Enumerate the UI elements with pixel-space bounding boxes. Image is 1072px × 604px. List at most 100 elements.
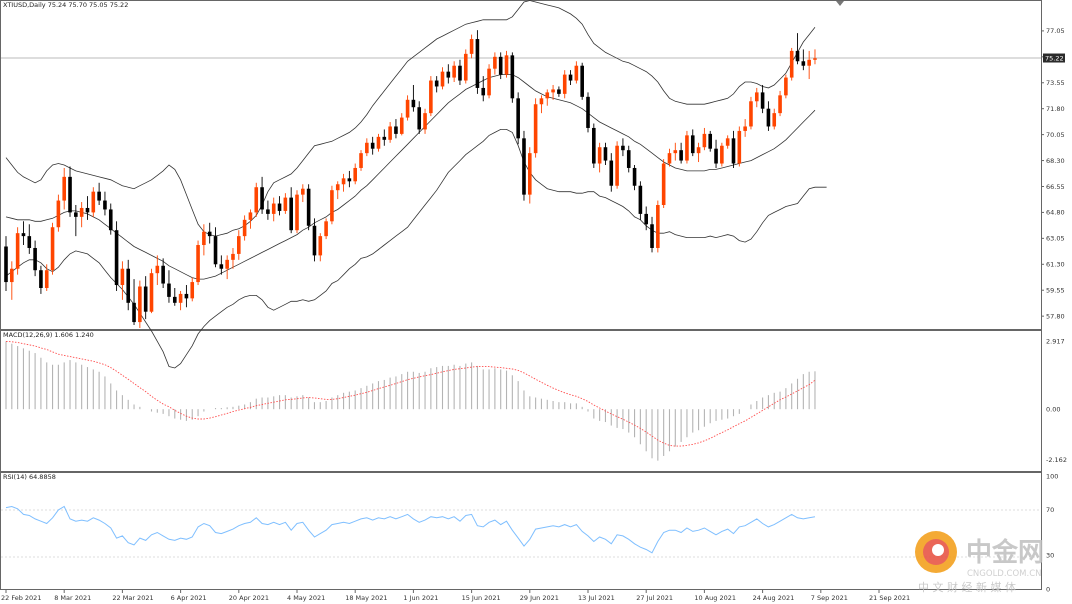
candle-body bbox=[417, 107, 422, 130]
candle-body bbox=[481, 87, 486, 96]
rsi-tick-label: 30 bbox=[1046, 551, 1054, 559]
candle bbox=[708, 130, 713, 152]
candle-body bbox=[266, 209, 270, 214]
chart-shift-marker-icon[interactable] bbox=[836, 1, 844, 6]
candle-body bbox=[27, 236, 32, 248]
candle bbox=[10, 261, 14, 300]
macd-tick-label: 0.00 bbox=[1046, 405, 1060, 413]
candle-body bbox=[498, 56, 503, 75]
candle bbox=[760, 84, 765, 114]
candle bbox=[50, 222, 55, 275]
candle bbox=[277, 196, 282, 216]
candle bbox=[795, 33, 800, 65]
candle bbox=[545, 89, 550, 106]
candle-body bbox=[306, 188, 311, 226]
candle bbox=[493, 52, 497, 75]
candle bbox=[213, 227, 218, 268]
candle-body bbox=[237, 236, 241, 254]
time-tick-label: 24 Aug 2021 bbox=[753, 594, 795, 602]
candle-body bbox=[528, 153, 532, 195]
candle-body bbox=[365, 142, 369, 154]
candle-body bbox=[207, 231, 212, 237]
price-tick-label: 66.55 bbox=[1046, 183, 1065, 191]
rsi-line bbox=[5, 505, 816, 554]
candle bbox=[603, 142, 608, 165]
candle bbox=[330, 185, 334, 225]
candle bbox=[644, 206, 648, 231]
symbol-header: XTIUSD,Daily 75.24 75.70 75.05 75.22 bbox=[3, 1, 128, 9]
candle-body bbox=[353, 167, 357, 182]
candle-body bbox=[440, 71, 445, 87]
candle bbox=[324, 218, 328, 240]
candle-body bbox=[679, 150, 683, 161]
candle-body bbox=[56, 200, 61, 228]
candle-body bbox=[644, 213, 648, 225]
candle bbox=[178, 290, 183, 311]
candle bbox=[172, 287, 177, 306]
candle-body bbox=[376, 136, 381, 149]
candle-body bbox=[143, 286, 148, 312]
candle-body bbox=[225, 259, 229, 269]
candle bbox=[341, 173, 346, 192]
time-tick-label: 27 Jul 2021 bbox=[636, 594, 673, 602]
candle-body bbox=[283, 197, 288, 211]
candle bbox=[103, 191, 107, 216]
candle bbox=[516, 92, 520, 145]
price-tick-label: 57.80 bbox=[1046, 312, 1065, 320]
candle bbox=[784, 74, 788, 99]
candle-body bbox=[103, 200, 107, 210]
candle-body bbox=[754, 92, 759, 102]
rsi-tick-label: 70 bbox=[1046, 506, 1054, 514]
candle bbox=[498, 52, 503, 80]
candle-body bbox=[120, 268, 125, 286]
candle bbox=[4, 236, 8, 291]
candle bbox=[638, 181, 643, 220]
candle-body bbox=[39, 270, 43, 288]
time-tick-label: 4 May 2021 bbox=[287, 594, 325, 602]
candle-body bbox=[161, 265, 165, 284]
time-tick-label: 8 Mar 2021 bbox=[54, 594, 91, 602]
candle bbox=[772, 108, 777, 130]
price-tick-label: 68.30 bbox=[1046, 157, 1065, 165]
candle bbox=[586, 92, 590, 133]
candle bbox=[56, 194, 61, 232]
candle bbox=[522, 130, 526, 201]
candle-body bbox=[4, 246, 8, 283]
candle bbox=[289, 187, 293, 234]
candle bbox=[789, 47, 794, 81]
candle-body bbox=[813, 58, 817, 60]
candle-body bbox=[394, 126, 398, 134]
candle bbox=[650, 216, 654, 253]
candle-body bbox=[10, 268, 14, 283]
candle-body bbox=[696, 147, 701, 154]
rsi-axis: 100 70 30 0 bbox=[1046, 472, 1058, 593]
candle bbox=[452, 61, 456, 83]
candle bbox=[696, 142, 701, 163]
candle bbox=[295, 190, 299, 234]
candle bbox=[626, 145, 631, 173]
candle bbox=[574, 61, 579, 84]
candle-body bbox=[720, 145, 724, 164]
candle bbox=[79, 202, 84, 228]
candle bbox=[15, 227, 20, 275]
candle bbox=[219, 255, 224, 275]
price-panel-frame bbox=[0, 0, 1042, 330]
candle bbox=[114, 221, 119, 291]
candle-body bbox=[114, 230, 119, 286]
candle-body bbox=[516, 98, 520, 139]
candle bbox=[528, 147, 532, 204]
candle bbox=[388, 122, 392, 143]
macd-tick-label: 2.917 bbox=[1046, 337, 1065, 345]
candle bbox=[714, 139, 718, 168]
macd-header: MACD(12,26,9) 1.606 1.240 bbox=[3, 331, 94, 339]
macd-axis: 2.917 0.00 -2.162 bbox=[1046, 337, 1067, 464]
candle bbox=[155, 255, 160, 286]
candle-body bbox=[277, 203, 282, 211]
candle bbox=[312, 218, 317, 262]
time-tick-label: 7 Sep 2021 bbox=[811, 594, 848, 602]
last-price-tag: 75.22 bbox=[1043, 53, 1065, 63]
candle-body bbox=[149, 273, 154, 312]
candle-body bbox=[574, 65, 579, 81]
bollinger-lower-line bbox=[5, 129, 827, 369]
